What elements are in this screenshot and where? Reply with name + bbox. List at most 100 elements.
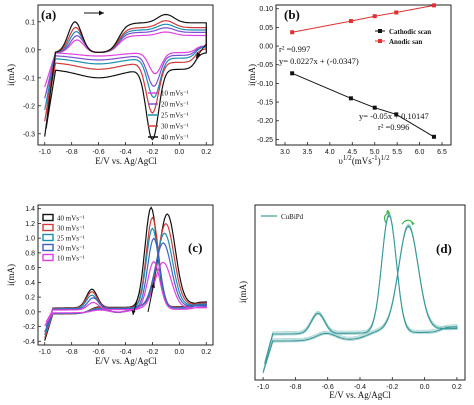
panel-a-legend-label: 10 mVs⁻¹ — [161, 90, 189, 98]
panel-a-ytick-label: 0.1 — [25, 19, 35, 26]
panel-b-data-point — [431, 3, 436, 8]
panel-b-ytick-label: -0.05 — [257, 62, 273, 69]
panel-d-arrowhead-left — [385, 209, 390, 213]
panel-a-xtick-label: -0.8 — [66, 149, 78, 156]
panel-b-data-point — [394, 10, 399, 15]
panel-b-ytick-label: 0.05 — [259, 25, 273, 32]
panel-c-ytick-label: 0.6 — [25, 265, 35, 272]
panel-a-scan-arrowhead — [99, 10, 104, 16]
panel-d-arrowhead-right — [411, 221, 414, 226]
panel-c-xtick-label: -0.8 — [66, 349, 78, 356]
panel-d-xtick-label: -0.2 — [386, 384, 398, 391]
panel-b-data-point — [290, 30, 295, 35]
panel-d-series-line — [262, 213, 458, 372]
panel-d-xtick-label: -0.6 — [322, 384, 334, 391]
panel-b-data-point — [290, 71, 295, 76]
panel-a-xtick-label: 0.2 — [201, 149, 211, 156]
panel-b-annotation: r² =0.997 — [279, 44, 310, 54]
panel-b-ytick-label: -0.15 — [257, 100, 273, 107]
panel-c-xtick-label: 0.2 — [201, 349, 211, 356]
panel-c-ytick-label: 1.0 — [25, 236, 35, 243]
panel-c-xtick-label: -1.0 — [39, 349, 51, 356]
panel-b-annotation: r² =0.996 — [378, 122, 409, 132]
panel-d-xtick-label: -0.4 — [354, 384, 366, 391]
panel-b-ytick-label: -0.10 — [257, 81, 273, 88]
panel-b-letter: (b) — [284, 7, 300, 22]
panel-c-series-line — [44, 260, 207, 327]
panel-a-legend-label: 25 mVs⁻¹ — [161, 112, 189, 120]
panel-a-legend-label: 30 mVs⁻¹ — [161, 123, 189, 131]
panel-c-legend-label: 40 mVs⁻¹ — [57, 215, 85, 223]
panel-c-xlabel: E/V vs. Ag/AgCl — [95, 356, 157, 366]
panel-b-ylabel: i(mA) — [247, 64, 257, 86]
panel-b-xlabel: υ1/2(mVs-1)1/2 — [338, 154, 390, 166]
panel-d-series-line — [262, 215, 458, 374]
panel-b-ytick-label: -0.20 — [257, 118, 273, 125]
panel-c-legend-swatch — [42, 243, 54, 252]
panel-b-xtick-label: 6.5 — [437, 149, 447, 156]
panel-b-ytick-label: 0.10 — [259, 6, 273, 13]
panel-d-xtick-label: -1.0 — [257, 384, 269, 391]
panel-a-ytick-label: -0.3 — [23, 131, 35, 138]
panel-b-xtick-label: 5.0 — [370, 149, 380, 156]
panel-b-data-point — [394, 112, 399, 117]
panel-a-series-line — [44, 13, 207, 141]
panel-c-ytick-label: 0.2 — [25, 295, 35, 302]
panel-d-xlabel: E/V vs. Ag/AgCl — [329, 390, 391, 400]
panel-a-letter: (a) — [41, 7, 56, 22]
panel-a-ytick-label: -0.1 — [23, 75, 35, 82]
panel-a-ylabel: i(mA) — [6, 64, 16, 86]
panel-d-letter: (d) — [436, 241, 452, 256]
panel-c-xtick-label: -0.6 — [93, 349, 105, 356]
panel-a-ytick-label: -0.2 — [23, 103, 35, 110]
panel-b-legend-label: Cathodic scan — [389, 28, 431, 36]
panel-d-ylabel: i(mA) — [238, 281, 248, 303]
panel-c-ylabel: i(mA) — [6, 264, 16, 286]
panel-c-legend-swatch — [42, 213, 54, 222]
panel-c-legend-label: 25 mVs⁻¹ — [57, 235, 85, 243]
panel-c-xtick-label: 0.0 — [174, 349, 184, 356]
panel-c-legend-swatch — [42, 233, 54, 242]
panel-a-xtick-label: -0.2 — [146, 149, 158, 156]
panel-c-ytick-label: 0.0 — [25, 309, 35, 316]
panel-a-legend-label: 40 mVs⁻¹ — [161, 134, 189, 142]
panel-d-xtick-label: 0.0 — [420, 384, 430, 391]
panel-a-legend-label: 20 mVs⁻¹ — [161, 101, 189, 109]
panel-a-reverse-arrowhead — [196, 52, 201, 58]
panel-c-series-line — [44, 237, 207, 333]
panel-d-series-line — [262, 213, 458, 373]
panel-b-data-point — [348, 19, 353, 24]
panel-c-ytick-label: 1.4 — [25, 206, 35, 213]
panel-b-data-point — [372, 14, 377, 19]
panel-d: -1.0 -0.8 -0.6 -0.4 -0.2 0.0 0.2 CuBiPd — [257, 209, 462, 391]
panel-a: -1.0 -0.8 -0.6 -0.4 -0.2 0.0 0.2 0.1 0.0 -0.1 -0.2… — [23, 10, 211, 156]
panel-a-xtick-label: -0.4 — [119, 149, 131, 156]
panel-d-arrow-left — [383, 212, 391, 223]
panel-b-ytick-label: -0.25 — [257, 137, 273, 144]
panel-b-frame — [275, 4, 452, 146]
panel-a-xtick-label: 0.0 — [174, 149, 184, 156]
panel-b-legend-marker — [378, 39, 382, 43]
panel-c-ytick-label: 1.2 — [25, 221, 35, 228]
panel-c-legend-label: 30 mVs⁻¹ — [57, 225, 85, 233]
panel-c-legend-label: 10 mVs⁻¹ — [57, 255, 85, 263]
panel-c-ytick-label: -0.4 — [23, 339, 35, 346]
panel-c-legend-swatch — [42, 223, 54, 232]
panel-a-xlabel: E/V vs. Ag/AgCl — [95, 156, 157, 166]
panel-a-xtick-label: -0.6 — [93, 149, 105, 156]
panel-b-xtick-label: 6.0 — [415, 149, 425, 156]
panel-b-data-point — [348, 96, 353, 101]
panel-c-legend-label: 20 mVs⁻¹ — [57, 245, 85, 253]
panel-c: -1.0 -0.8 -0.6 -0.4 -0.2 0.0 0.2 1.4 1.2 1.0 0.8 0.… — [23, 206, 211, 356]
panel-b-annotation: y= 0.0227x + (-0.0347) — [279, 56, 359, 66]
panel-b-xtick-label: 4.5 — [347, 149, 357, 156]
panel-a-xtick-label: -1.0 — [39, 149, 51, 156]
panel-d-legend-label: CuBiPd — [281, 213, 304, 221]
panel-c-xtick-label: -0.4 — [119, 349, 131, 356]
panel-b-series-line — [292, 72, 435, 138]
panel-c-ytick-label: -0.2 — [23, 324, 35, 331]
panel-d-xtick-label: 0.2 — [452, 384, 462, 391]
panel-b-xtick-label: 5.5 — [392, 149, 402, 156]
panel-b-data-point — [431, 134, 436, 139]
